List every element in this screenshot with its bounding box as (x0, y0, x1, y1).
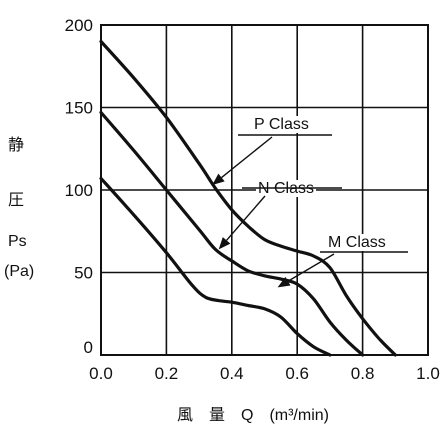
y-tick-label: 150 (65, 99, 93, 118)
x-tick-label: 0.0 (89, 364, 113, 383)
y-tick-label: 100 (65, 181, 93, 200)
tick-labels: 0.0 0.2 0.4 0.6 0.8 1.0 0 50 100 150 200 (65, 16, 440, 383)
y-axis-label-line-2: 圧 (8, 192, 24, 209)
y-tick-label: 0 (84, 338, 93, 357)
annotation-arrow-head (212, 173, 225, 185)
curves (99, 39, 397, 357)
x-tick-label: 1.0 (416, 364, 440, 383)
annotation-arrow-head (277, 276, 291, 288)
annotation-arrow-shaft (221, 136, 273, 179)
x-tick-label: 0.6 (285, 364, 309, 383)
annotation-arrow-shaft (226, 195, 266, 241)
y-tick-label: 50 (74, 264, 93, 283)
y-axis-label-line-1: 静 (8, 136, 24, 154)
x-axis-title: 風 量 Q (m³/min) (177, 407, 329, 424)
series-line-p-class (99, 39, 397, 357)
x-tick-label: 0.8 (351, 364, 375, 383)
x-tick-label: 0.4 (220, 364, 244, 383)
y-tick-label: 200 (65, 16, 93, 35)
x-tick-label: 0.2 (155, 364, 179, 383)
series-line-m-class (99, 176, 332, 357)
annotation-label-m-class: M Class (328, 234, 386, 251)
series-line-n-class (99, 110, 365, 357)
axis-labels: 静 圧 Ps (Pa) 風 量 Q (m³/min) (4, 136, 329, 424)
annotation-backing (252, 116, 311, 133)
annotation-arrow-head (218, 237, 231, 250)
annotation-backing (326, 234, 388, 251)
y-axis-label-line-4: (Pa) (4, 263, 34, 280)
annotation-arrow-shaft (287, 253, 335, 282)
annotation-label-p-class: P Class (254, 116, 309, 133)
y-axis-label-line-3: Ps (8, 233, 27, 250)
grid (100, 24, 429, 356)
